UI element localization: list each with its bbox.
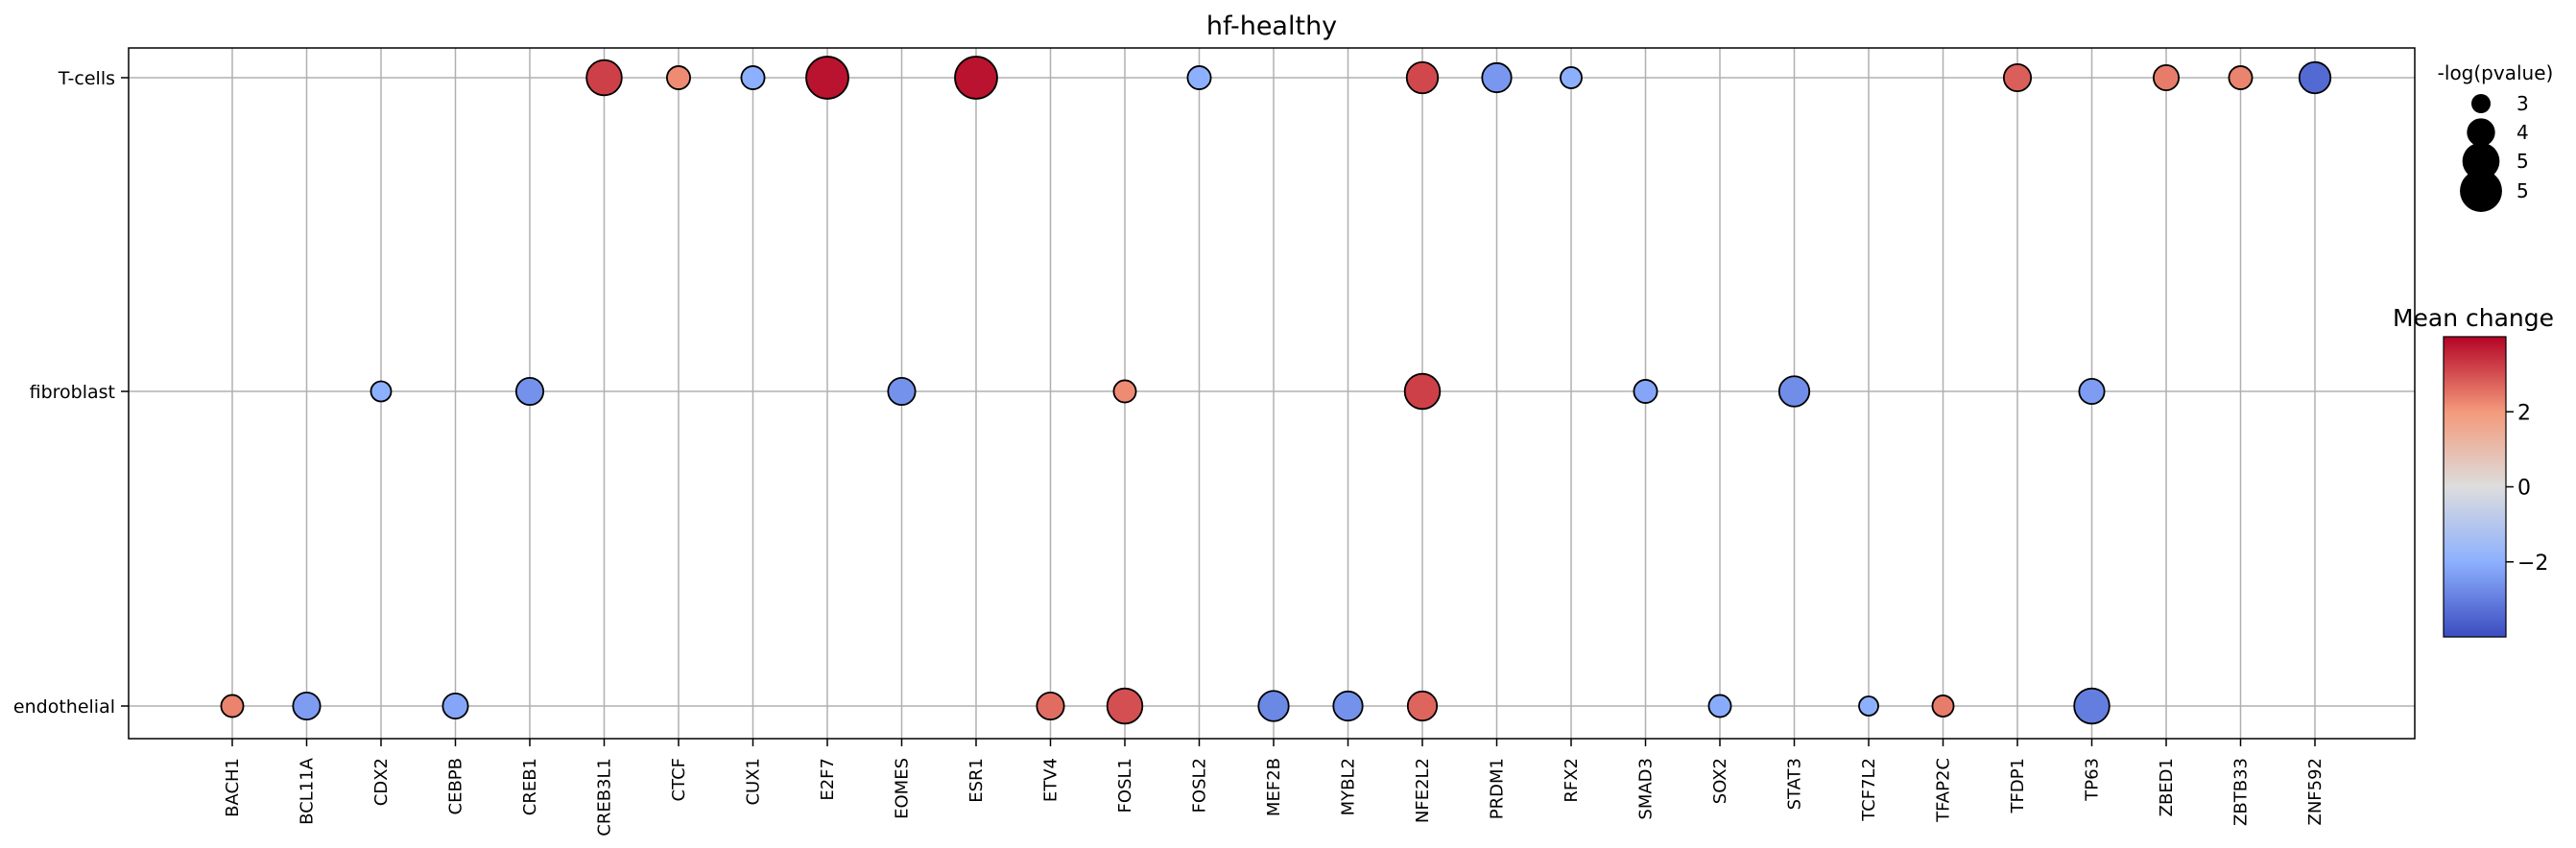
size-legend-items: 3 4 5 5 (2460, 92, 2529, 212)
x-tick-label: ZBTB33 (2231, 758, 2252, 826)
x-tick-label: TCF7L2 (1859, 758, 1879, 822)
x-tick-label: MYBL2 (1339, 758, 1359, 815)
data-point (1481, 61, 1513, 94)
plot-frame (128, 47, 2416, 740)
colorbar-tick-label: 2 (2517, 401, 2531, 425)
size-legend: -log(pvalue) 3 4 5 5 (2438, 61, 2554, 212)
y-axis: T-cells fibroblast endothelial (13, 68, 129, 718)
x-tick-label: CDX2 (371, 758, 392, 806)
data-point (740, 65, 766, 90)
data-point (2002, 62, 2033, 93)
data-point (1707, 694, 1732, 718)
x-tick-label: BCL11A (298, 757, 318, 825)
data-point (887, 376, 917, 407)
data-point (805, 56, 849, 100)
y-tick-label: T-cells (58, 68, 115, 89)
gridlines (129, 48, 2415, 739)
data-point (1112, 379, 1137, 404)
data-point (441, 692, 469, 720)
data-point (1560, 66, 1583, 89)
data-point (2228, 65, 2254, 90)
colorbar: Mean change 2 0 −2 (2393, 304, 2554, 638)
x-tick-label: RFX2 (1562, 758, 1582, 803)
size-legend-label: 3 (2516, 92, 2529, 115)
x-tick-label: CUX1 (744, 758, 764, 806)
colorbar-tick-label: −2 (2517, 552, 2548, 576)
x-tick-label: EOMES (893, 758, 913, 819)
colorbar-tick-label: 0 (2517, 477, 2531, 501)
x-tick-label: PRDM1 (1488, 758, 1508, 819)
size-legend-marker (2467, 118, 2495, 147)
x-tick-label: ETV4 (1041, 758, 1061, 802)
data-point (1633, 379, 1658, 404)
data-point (2073, 687, 2111, 725)
size-legend-marker (2471, 94, 2491, 113)
data-point (666, 65, 691, 90)
data-point (585, 59, 623, 97)
data-point (1257, 690, 1290, 722)
data-point (1186, 65, 1212, 90)
size-legend-label: 5 (2516, 150, 2529, 173)
chart-title: hf-healthy (1206, 12, 1337, 41)
size-legend-title: -log(pvalue) (2438, 61, 2554, 84)
x-tick-label: CREB3L1 (595, 758, 615, 836)
colorbar-title: Mean change (2393, 304, 2554, 332)
x-tick-label: TFAP2C (1934, 758, 1954, 823)
size-legend-label: 4 (2516, 121, 2529, 144)
x-tick-label: FOSL1 (1115, 758, 1135, 813)
data-point (370, 380, 393, 403)
data-point (2152, 63, 2181, 92)
data-point (1106, 687, 1144, 725)
x-tick-label: TP63 (2083, 758, 2103, 802)
x-tick-label: SOX2 (1710, 758, 1730, 804)
data-point (220, 694, 245, 718)
x-tick-label: CEBPB (446, 758, 466, 815)
data-point (954, 56, 998, 100)
size-legend-label: 5 (2516, 179, 2529, 202)
data-point (292, 691, 322, 721)
data-point (1405, 60, 1440, 95)
size-legend-marker (2460, 170, 2502, 212)
data-point (1858, 695, 1879, 717)
x-axis: BACH1 BCL11A CDX2 CEBPB CREB1 CREB3L1 CTCF CUX1… (223, 739, 2326, 836)
x-tick-label: E2F7 (818, 758, 838, 801)
y-tick-label: fibroblast (30, 382, 115, 403)
x-tick-label: CREB1 (520, 758, 540, 815)
x-tick-label: ZNF592 (2305, 758, 2326, 826)
data-point (1931, 695, 1955, 718)
y-tick-label: endothelial (13, 696, 115, 718)
size-legend-marker (2462, 142, 2500, 180)
x-tick-label: ESR1 (966, 758, 987, 803)
x-tick-label: MEF2B (1264, 758, 1284, 816)
x-tick-label: TFDP1 (2008, 758, 2028, 814)
data-point (1403, 372, 1442, 411)
x-tick-label: NFE2L2 (1413, 758, 1433, 823)
data-point (2298, 60, 2332, 95)
data-points (220, 56, 2332, 725)
data-point (1406, 690, 1439, 722)
x-tick-label: FOSL2 (1190, 758, 1210, 813)
x-tick-label: ZBED1 (2157, 758, 2177, 816)
x-tick-label: SMAD3 (1636, 758, 1657, 820)
data-point (514, 376, 545, 407)
data-point (1036, 691, 1065, 721)
data-point (1332, 690, 1364, 722)
colorbar-gradient (2443, 336, 2507, 638)
colorbar-ticks: 2 0 −2 (2506, 401, 2548, 576)
x-tick-label: CTCF (669, 758, 689, 801)
x-tick-label: STAT3 (1785, 758, 1805, 810)
data-point (1777, 375, 1811, 408)
x-tick-label: BACH1 (223, 758, 243, 817)
data-point (2078, 377, 2106, 406)
